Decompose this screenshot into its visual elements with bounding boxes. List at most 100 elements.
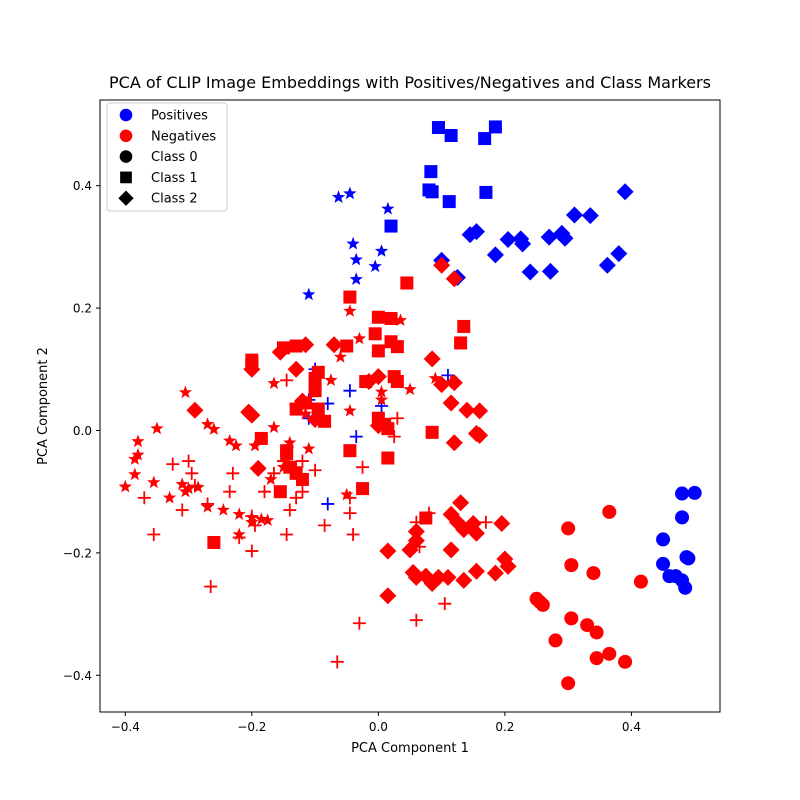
data-point-negative-square [457, 319, 471, 333]
data-point-negative-diamond [287, 360, 305, 378]
data-point-negative-star [267, 420, 281, 434]
data-point-negative-plus [387, 430, 401, 444]
data-point-negative-plus [204, 580, 218, 594]
data-point-negative-star [191, 480, 205, 494]
data-point-positive-circle [656, 556, 671, 571]
data-point-negative-diamond [379, 587, 397, 605]
x-axis: −0.4 −0.2 0.0 0.2 0.4 [111, 712, 641, 734]
data-point-negative-plus [343, 506, 357, 520]
data-point-positive-diamond [521, 263, 539, 281]
data-point-negative-diamond [471, 402, 489, 420]
legend-label: Negatives [151, 129, 216, 144]
data-point-negative-star [343, 403, 357, 417]
data-point-negative-circle [589, 625, 604, 640]
data-point-negative-plus [280, 373, 294, 387]
data-point-negative-plus [166, 457, 180, 471]
data-point-negative-star [200, 417, 215, 430]
data-point-negative-diamond [445, 270, 463, 288]
data-point-negative-plus [422, 506, 436, 520]
data-point-negative-plus [308, 463, 322, 477]
data-point-positive-square [444, 128, 458, 142]
data-point-positive-diamond [581, 207, 599, 225]
data-point-positive-diamond [486, 246, 504, 264]
data-point-negative-diamond [452, 494, 470, 512]
data-point-negative-star [283, 435, 297, 449]
data-point-negative-star [175, 477, 189, 490]
data-point-negative-diamond [455, 571, 473, 589]
data-point-positive-star [331, 190, 346, 203]
data-point-negative-star [232, 507, 246, 520]
data-point-negative-plus [289, 491, 303, 505]
data-point-negative-circle [633, 574, 648, 589]
x-tick-label: 0.0 [369, 720, 388, 734]
data-point-negative-circle [589, 651, 604, 666]
data-point-positive-diamond [556, 229, 574, 247]
data-point-positive-circle [675, 486, 690, 501]
legend-marker-circle [119, 129, 133, 143]
data-point-negative-plus [137, 491, 151, 505]
data-point-positive-plus [321, 497, 335, 511]
data-point-negative-star [229, 438, 243, 452]
data-point-negative-plus [444, 375, 458, 389]
y-tick-label: 0.0 [73, 424, 92, 438]
data-point-negative-diamond [186, 401, 204, 419]
data-point-negative-plus [245, 544, 259, 558]
data-point-negative-circle [561, 676, 576, 691]
data-point-negative-plus [226, 466, 240, 480]
data-point-negative-square [368, 327, 382, 341]
data-point-negative-plus [232, 531, 246, 545]
data-point-negative-star [181, 481, 196, 495]
data-point-negative-diamond [297, 336, 315, 354]
legend-label: Class 2 [151, 192, 198, 207]
data-point-negative-plus [175, 503, 189, 517]
data-point-negative-plus [289, 460, 303, 474]
axes-frame [99, 99, 721, 713]
data-point-positive-plus [343, 384, 357, 398]
data-point-positive-square [424, 165, 438, 179]
data-point-positive-star [349, 252, 363, 266]
data-point-negative-star [333, 350, 348, 363]
data-point-positive-diamond [499, 231, 517, 249]
data-point-negative-diamond [325, 336, 343, 354]
y-axis: −0.4 −0.2 0.0 0.2 0.4 [63, 179, 100, 683]
data-point-negative-diamond [486, 564, 504, 582]
data-point-negative-star [374, 392, 389, 406]
data-point-negative-diamond [369, 368, 387, 386]
data-point-positive-square [488, 120, 502, 134]
data-point-negative-plus [343, 491, 357, 505]
data-point-positive-star [349, 272, 363, 285]
data-point-negative-plus [248, 518, 262, 532]
data-point-negative-star [267, 376, 281, 389]
data-point-negative-plus [276, 454, 290, 468]
data-point-negative-plus [185, 466, 199, 480]
data-point-negative-star [162, 490, 177, 504]
data-point-negative-square [308, 384, 322, 398]
data-point-negative-square [340, 339, 354, 353]
data-point-positive-square [479, 185, 493, 199]
data-point-positive-plus [349, 430, 363, 444]
data-point-negative-square [390, 375, 404, 389]
data-point-negative-diamond [499, 557, 517, 575]
data-point-negative-star [216, 503, 230, 516]
data-point-negative-diamond [433, 256, 451, 274]
data-point-negative-circle [580, 618, 595, 633]
data-point-negative-diamond [243, 406, 261, 424]
data-point-negative-plus [201, 497, 215, 511]
data-point-negative-square [343, 444, 357, 458]
data-point-negative-square [343, 290, 357, 304]
data-point-negative-plus [479, 515, 493, 529]
data-point-negative-square [280, 447, 294, 461]
data-point-positive-star [374, 244, 389, 257]
data-point-negative-square [384, 335, 398, 349]
data-point-positive-star [381, 201, 395, 215]
data-point-negative-square [381, 451, 395, 465]
y-axis-label: PCA Component 2 [36, 347, 51, 465]
data-point-negative-plus [409, 613, 423, 627]
data-point-negative-diamond [439, 568, 457, 586]
y-tick-label: −0.4 [63, 669, 92, 683]
plot-area [118, 120, 702, 691]
data-point-negative-circle [618, 654, 633, 669]
data-point-positive-square [442, 195, 456, 209]
data-point-negative-plus [245, 509, 259, 523]
